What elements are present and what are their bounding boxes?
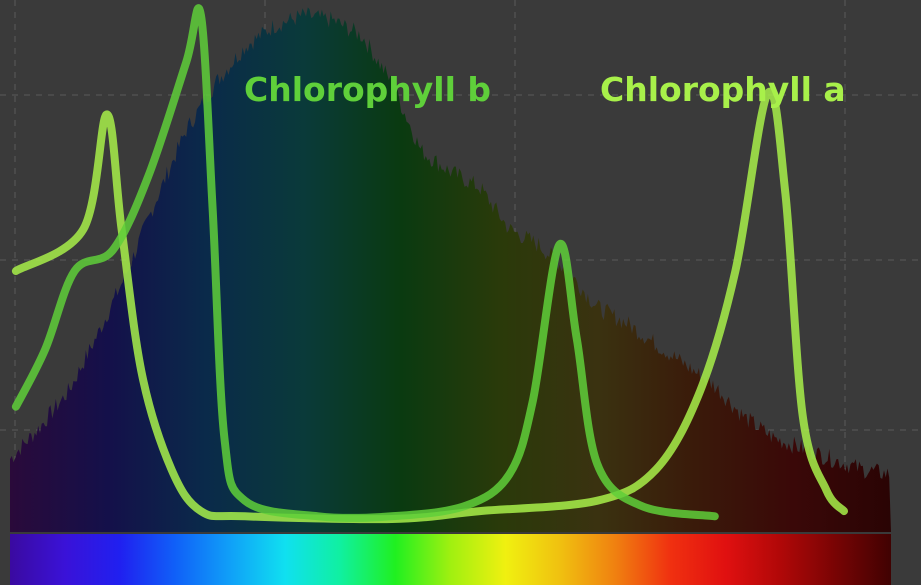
visible-spectrum-bar bbox=[10, 534, 891, 585]
label-chlorophyll-b: Chlorophyll b bbox=[244, 70, 491, 109]
label-chlorophyll-a: Chlorophyll a bbox=[600, 70, 846, 109]
series-line-chlorophyll-a bbox=[11, 87, 848, 524]
sunlight-spectrum-area bbox=[10, 7, 891, 532]
series-labels: Chlorophyll b Chlorophyll a bbox=[244, 70, 846, 109]
series-layer bbox=[11, 4, 848, 524]
series-line-chlorophyll-b bbox=[11, 4, 719, 523]
